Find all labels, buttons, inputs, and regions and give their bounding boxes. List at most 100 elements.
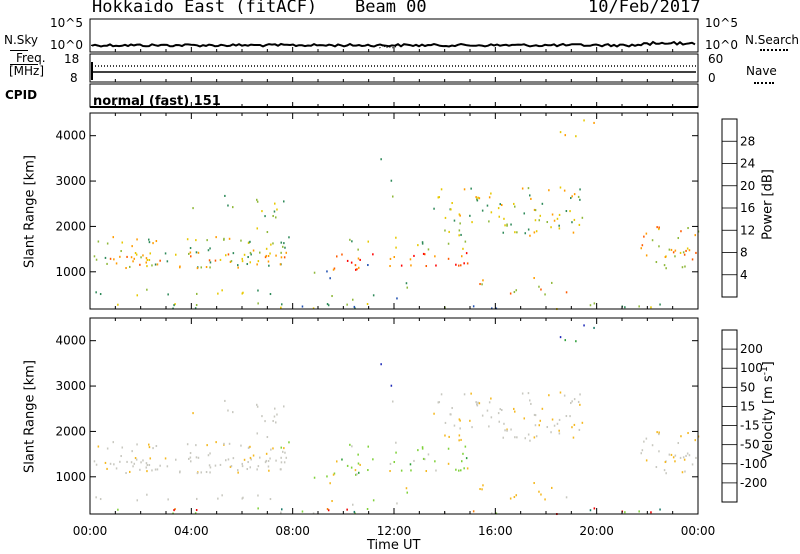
power-echo-cell bbox=[366, 303, 369, 306]
velocity-echo-cell bbox=[195, 456, 198, 459]
velocity-echo-cell bbox=[356, 473, 358, 476]
velocity-echo-cell bbox=[448, 435, 450, 438]
velocity-echo-cell bbox=[556, 422, 559, 425]
velocity-echo-cell bbox=[276, 413, 278, 416]
velocity-echo-cell bbox=[269, 457, 271, 460]
power-echo-cell bbox=[663, 264, 666, 267]
power-echo-cell bbox=[288, 236, 290, 239]
power-echo-cell bbox=[329, 277, 331, 280]
power-echo-cell bbox=[214, 259, 217, 262]
velocity-echo-cell bbox=[351, 445, 353, 448]
power-echo-cell bbox=[358, 266, 360, 269]
power-echo-cell bbox=[396, 297, 398, 300]
velocity-echo-cell bbox=[435, 469, 437, 472]
velocity-echo-cell bbox=[301, 510, 304, 513]
colorbar-tick-label: -200 bbox=[740, 476, 767, 490]
velocity-echo-cell bbox=[655, 466, 658, 469]
velocity-echo-cell bbox=[189, 452, 192, 455]
velocity-echo-cell bbox=[354, 469, 357, 472]
velocity-echo-cell bbox=[502, 436, 505, 439]
power-echo-cell bbox=[285, 251, 288, 254]
power-echo-cell bbox=[422, 252, 425, 255]
velocity-echo-cell bbox=[129, 470, 131, 473]
velocity-echo-cell bbox=[196, 472, 199, 475]
power-echo-cell bbox=[564, 134, 567, 137]
velocity-echo-cell bbox=[417, 449, 419, 452]
power-echo-cell bbox=[196, 292, 198, 295]
velocity-echo-cell bbox=[389, 470, 391, 473]
velocity-echo-cell bbox=[269, 498, 272, 501]
power-echo-cell bbox=[476, 198, 478, 201]
y-tick-label: 2000 bbox=[55, 424, 86, 438]
colorbar-tick-label: 8 bbox=[740, 246, 748, 260]
velocity-echo-cell bbox=[465, 457, 468, 460]
power-echo-cell bbox=[126, 255, 128, 258]
velocity-echo-cell bbox=[205, 471, 208, 474]
power-echo-cell bbox=[571, 221, 573, 224]
power-echo-cell bbox=[267, 255, 270, 258]
power-echo-cell bbox=[192, 207, 194, 210]
velocity-echo-cell bbox=[686, 452, 689, 455]
power-echo-cell bbox=[249, 240, 251, 243]
velocity-echo-cell bbox=[476, 403, 478, 406]
power-echo-cell bbox=[477, 196, 479, 199]
power-echo-cell bbox=[274, 202, 276, 205]
power-echo-cell bbox=[458, 229, 461, 232]
power-echo-cell bbox=[265, 247, 268, 250]
power-heatmap-cells bbox=[93, 119, 700, 311]
nsky-tick-top: 10^5 bbox=[50, 16, 83, 30]
power-echo-cell bbox=[249, 261, 252, 264]
velocity-echo-cell bbox=[461, 460, 463, 463]
power-echo-cell bbox=[367, 240, 370, 243]
power-echo-cell bbox=[400, 264, 403, 267]
velocity-echo-cell bbox=[575, 340, 577, 343]
velocity-echo-cell bbox=[393, 461, 396, 464]
velocity-echo-cell bbox=[640, 452, 643, 455]
velocity-echo-cell bbox=[195, 444, 197, 447]
power-echo-cell bbox=[151, 264, 153, 267]
velocity-echo-cell bbox=[367, 445, 370, 448]
velocity-echo-cell bbox=[257, 507, 259, 510]
power-echo-cell bbox=[651, 239, 654, 242]
power-echo-cell bbox=[572, 231, 575, 234]
velocity-echo-cell bbox=[346, 508, 348, 511]
power-echo-cell bbox=[556, 217, 559, 220]
beam-label: Beam 00 bbox=[355, 0, 427, 17]
velocity-echo-cell bbox=[534, 424, 537, 427]
velocity-echo-cell bbox=[179, 471, 181, 474]
velocity-echo-cell bbox=[643, 440, 645, 443]
velocity-echo-cell bbox=[355, 473, 357, 476]
power-echo-cell bbox=[583, 119, 585, 122]
colorbar-tick-label: 100 bbox=[740, 361, 763, 375]
velocity-echo-cell bbox=[515, 494, 518, 497]
power-echo-cell bbox=[208, 259, 211, 262]
power-echo-cell bbox=[280, 306, 282, 309]
velocity-echo-cell bbox=[197, 456, 200, 459]
power-echo-cell bbox=[142, 254, 144, 257]
velocity-echo-cell bbox=[572, 436, 575, 439]
power-echo-cell bbox=[437, 196, 440, 199]
velocity-echo-cell bbox=[458, 418, 461, 421]
power-echo-cell bbox=[276, 208, 278, 211]
power-echo-cell bbox=[488, 220, 490, 223]
power-echo-cell bbox=[148, 241, 151, 244]
velocity-echo-cell bbox=[498, 420, 501, 423]
velocity-echo-cell bbox=[541, 407, 544, 410]
velocity-echo-cell bbox=[477, 401, 479, 404]
velocity-echo-cell bbox=[280, 446, 283, 449]
power-echo-cell bbox=[686, 247, 689, 250]
velocity-echo-cell bbox=[283, 447, 285, 450]
power-echo-cell bbox=[569, 210, 571, 213]
power-echo-cell bbox=[529, 194, 531, 197]
power-echo-cell bbox=[140, 256, 142, 259]
power-echo-cell bbox=[284, 246, 286, 249]
velocity-echo-cell bbox=[241, 462, 244, 465]
y-tick-label: 2000 bbox=[55, 219, 86, 233]
velocity-echo-cell bbox=[256, 468, 258, 471]
power-echo-cell bbox=[513, 291, 516, 294]
velocity-echo-cell bbox=[121, 446, 124, 449]
velocity-echo-cell bbox=[242, 496, 244, 499]
velocity-echo-cell bbox=[264, 461, 267, 464]
velocity-echo-cell bbox=[148, 464, 151, 467]
velocity-echo-cell bbox=[208, 464, 211, 467]
